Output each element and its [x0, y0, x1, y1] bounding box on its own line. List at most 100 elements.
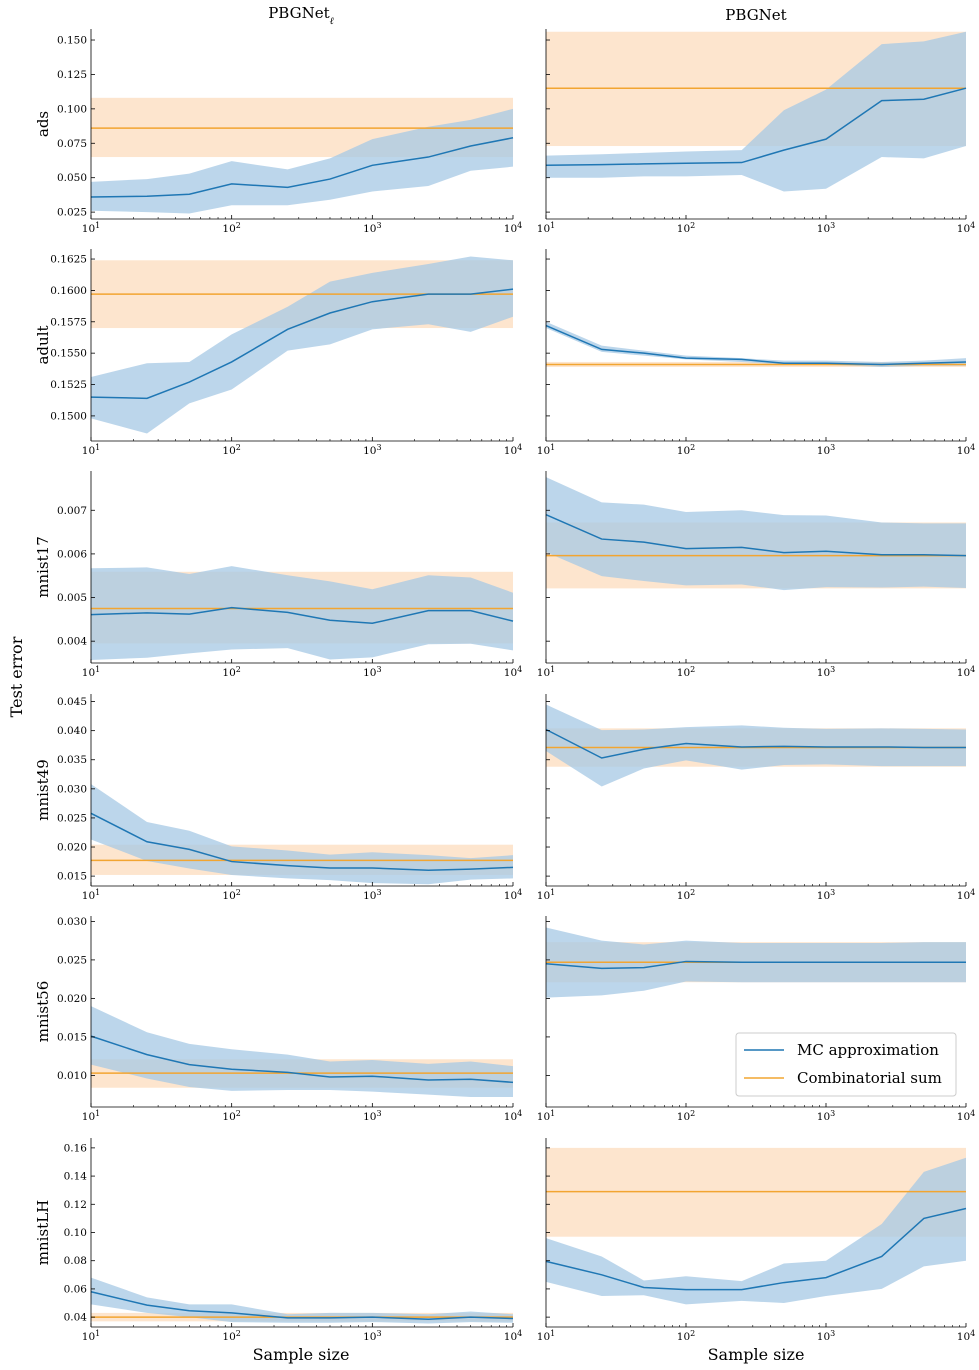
panel-mnist17-pbgnet-l: 0.004 0.005 0.006 0.007 101 102 103 104	[57, 471, 522, 679]
x-tick-label: 104	[957, 1329, 975, 1343]
x-tick-label: 102	[222, 665, 240, 679]
y-tick-label: 0.010	[57, 1070, 87, 1082]
y-tick-label: 0.025	[57, 812, 87, 824]
y-axis-label: Test error	[7, 636, 26, 717]
y-tick-label: 0.08	[64, 1255, 87, 1267]
mc-band	[546, 1157, 966, 1305]
mc-line	[90, 288, 514, 400]
column-title-pbgnet-l: PBGNetℓ	[268, 4, 334, 27]
x-tick-label: 103	[363, 1109, 381, 1123]
y-tick-label: 0.04	[64, 1312, 88, 1324]
x-tick-label: 104	[504, 1109, 522, 1123]
y-tick-label: 0.025	[57, 207, 87, 219]
panel-mnist49-pbgnet-l: 0.015 0.020 0.025 0.030 0.035 0.040 0.045 101 10…	[57, 694, 522, 902]
x-tick-label: 104	[504, 665, 522, 679]
y-tick-label: 0.1500	[50, 410, 87, 422]
y-tick-label: 0.125	[57, 69, 87, 81]
y-tick-label: 0.040	[57, 725, 87, 737]
x-tick-label: 101	[82, 665, 100, 679]
x-tick-label: 102	[222, 1109, 240, 1123]
panel-adult-pbgnet: 101 102 103 104	[537, 249, 975, 457]
x-tick-label: 102	[222, 221, 240, 235]
mc-line	[545, 87, 967, 167]
y-tick-label: 0.030	[57, 783, 87, 795]
x-tick-label: 103	[817, 221, 835, 235]
y-tick-label: 0.015	[57, 871, 87, 883]
mc-line	[545, 324, 967, 366]
x-tick-label: 101	[537, 1109, 555, 1123]
y-tick-label: 0.005	[57, 592, 87, 604]
y-tick-label: 0.030	[57, 916, 87, 928]
mc-line	[90, 137, 514, 198]
mc-line	[90, 1291, 514, 1320]
mc-line	[90, 812, 514, 872]
legend-label-mc: MC approximation	[797, 1041, 939, 1059]
y-tick-label: 0.150	[57, 35, 87, 47]
x-axis-label-left: Sample size	[253, 1345, 350, 1364]
x-tick-label: 101	[537, 1329, 555, 1343]
x-tick-label: 101	[82, 888, 100, 902]
y-tick-label: 0.1600	[50, 285, 87, 297]
y-tick-label: 0.1525	[50, 379, 87, 391]
x-tick-label: 103	[363, 1329, 381, 1343]
panel-mnistLH-pbgnet-l: 0.04 0.06 0.08 0.10 0.12 0.14 0.16 101 102 103 104	[64, 1138, 522, 1343]
x-tick-label: 103	[817, 443, 835, 457]
y-tick-label: 0.06	[64, 1283, 88, 1295]
x-tick-label: 102	[677, 665, 695, 679]
mc-line	[90, 606, 514, 625]
y-tick-label: 0.1625	[50, 254, 87, 266]
mc-band	[546, 31, 966, 192]
y-tick-label: 0.015	[57, 1031, 87, 1043]
y-tick-label: 0.006	[57, 548, 87, 560]
x-tick-label: 104	[504, 221, 522, 235]
panel-adult-pbgnet-l: 0.1500 0.1525 0.1550 0.1575 0.1600 0.1625 101 1…	[50, 249, 522, 457]
row-label-ads: ads	[34, 111, 52, 137]
x-tick-label: 101	[537, 888, 555, 902]
x-tick-label: 103	[817, 1329, 835, 1343]
legend-label-comb: Combinatorial sum	[797, 1069, 942, 1087]
x-tick-label: 102	[222, 888, 240, 902]
row-label-adult: adult	[34, 325, 52, 364]
x-tick-label: 101	[537, 443, 555, 457]
column-title-pbgnet: PBGNet	[725, 6, 786, 24]
x-tick-label: 104	[957, 888, 975, 902]
panel-mnist56-pbgnet-l: 0.010 0.015 0.020 0.025 0.030 101 102 103 104	[57, 916, 522, 1123]
panel-mnist17-pbgnet: 101 102 103 104	[537, 471, 975, 679]
x-axis-label-right: Sample size	[708, 1345, 805, 1364]
y-tick-label: 0.025	[57, 954, 87, 966]
x-tick-label: 102	[677, 443, 695, 457]
mc-band	[546, 477, 966, 591]
y-tick-label: 0.004	[57, 636, 87, 648]
x-tick-label: 103	[363, 221, 381, 235]
x-tick-label: 104	[957, 221, 975, 235]
x-tick-label: 101	[82, 1109, 100, 1123]
mc-band	[91, 1277, 513, 1324]
mc-band	[91, 566, 513, 660]
x-tick-label: 102	[677, 888, 695, 902]
mc-line	[90, 1035, 514, 1084]
x-tick-label: 104	[504, 888, 522, 902]
y-tick-label: 0.050	[57, 172, 87, 184]
panel-mnistLH-pbgnet: 101 102 103 104	[537, 1138, 975, 1343]
x-tick-label: 103	[817, 1109, 835, 1123]
x-tick-label: 104	[504, 443, 522, 457]
mc-band	[546, 704, 966, 787]
y-tick-label: 0.10	[64, 1227, 87, 1239]
x-tick-label: 103	[817, 888, 835, 902]
x-tick-label: 102	[222, 1329, 240, 1343]
row-label-mnistLH: mnistLH	[34, 1200, 52, 1265]
panel-mnist49-pbgnet: 101 102 103 104	[537, 694, 975, 902]
row-label-mnist56: mnist56	[34, 981, 52, 1043]
y-tick-label: 0.020	[57, 842, 87, 854]
x-tick-label: 104	[504, 1329, 522, 1343]
mc-band	[91, 256, 513, 434]
x-tick-label: 102	[677, 1109, 695, 1123]
x-tick-label: 101	[82, 1329, 100, 1343]
row-label-mnist49: mnist49	[34, 759, 52, 821]
x-tick-label: 103	[817, 665, 835, 679]
panel-ads-pbgnet: 101 102 103 104	[537, 29, 975, 235]
x-tick-label: 101	[537, 221, 555, 235]
x-tick-label: 103	[363, 665, 381, 679]
x-tick-label: 104	[957, 665, 975, 679]
